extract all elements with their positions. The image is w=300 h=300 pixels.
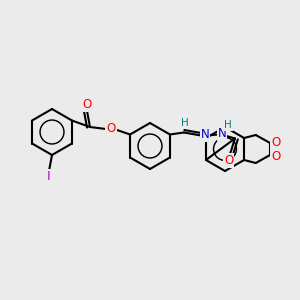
Text: O: O	[224, 154, 233, 167]
Text: N: N	[200, 128, 209, 141]
Text: H: H	[181, 118, 189, 128]
Text: O: O	[272, 149, 281, 163]
Text: I: I	[47, 170, 51, 184]
Text: N: N	[218, 127, 226, 140]
Text: O: O	[272, 136, 281, 148]
Text: O: O	[106, 122, 116, 134]
Text: H: H	[224, 121, 232, 130]
Text: O: O	[82, 98, 91, 112]
